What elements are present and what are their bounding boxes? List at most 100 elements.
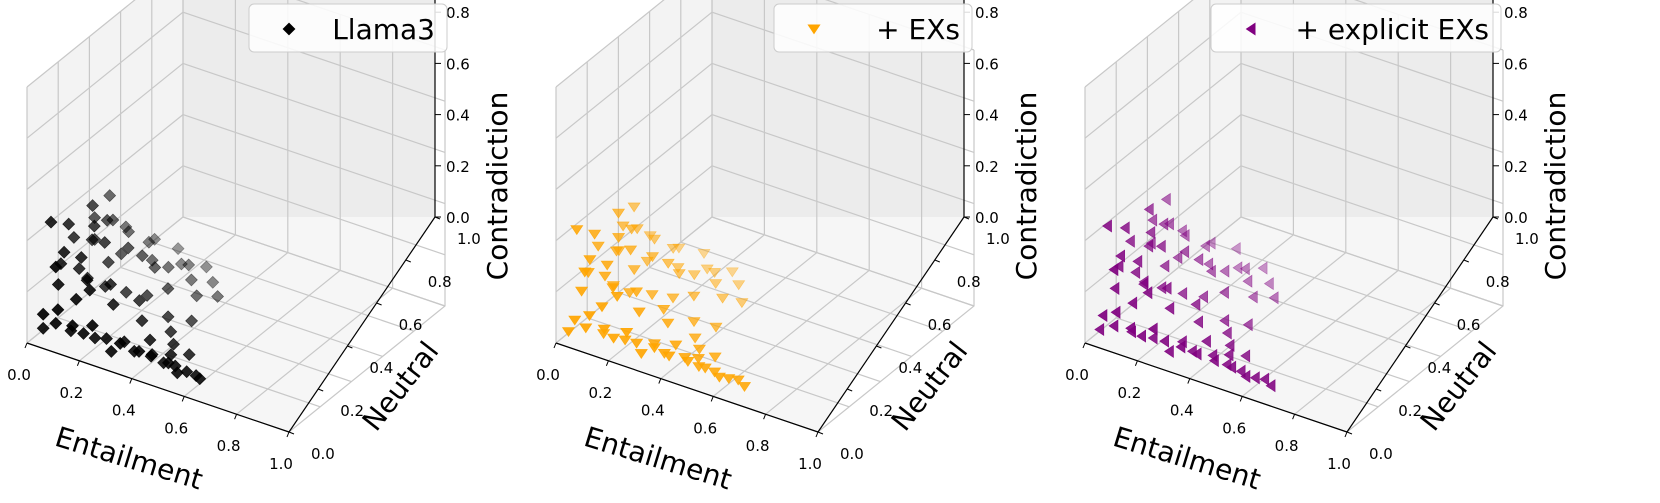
data-point bbox=[1119, 221, 1130, 235]
data-point bbox=[1193, 315, 1203, 329]
y-tick-label: 0.8 bbox=[428, 273, 452, 291]
data-point bbox=[185, 314, 199, 328]
back-pane bbox=[183, 0, 435, 217]
y-tick-label: 1.0 bbox=[986, 230, 1010, 248]
z-tick-label: 0.2 bbox=[446, 158, 470, 176]
y-tick bbox=[876, 345, 882, 349]
data-point bbox=[629, 287, 644, 298]
x-axis-line bbox=[1084, 342, 1348, 433]
data-point bbox=[164, 348, 178, 362]
data-point bbox=[643, 231, 657, 242]
data-point bbox=[113, 336, 127, 350]
data-point bbox=[36, 307, 50, 321]
data-point bbox=[645, 252, 660, 263]
back-pane bbox=[1241, 0, 1493, 217]
data-point bbox=[119, 285, 133, 299]
y-tick-label: 0.4 bbox=[898, 359, 922, 377]
data-point bbox=[1145, 225, 1156, 240]
data-point bbox=[597, 324, 611, 335]
data-point bbox=[1200, 239, 1210, 253]
y-tick bbox=[1492, 216, 1499, 220]
data-point bbox=[1097, 308, 1108, 323]
y-tick-label: 0.0 bbox=[311, 445, 335, 463]
z-tick-label: 0.8 bbox=[975, 4, 999, 22]
data-point bbox=[174, 257, 188, 271]
data-point bbox=[607, 333, 621, 344]
data-point bbox=[88, 211, 102, 225]
data-point bbox=[666, 244, 680, 254]
back-pane bbox=[712, 0, 964, 217]
y-axis-line bbox=[817, 216, 965, 433]
data-point bbox=[190, 289, 204, 303]
data-point bbox=[161, 282, 175, 296]
y-axis-line bbox=[288, 216, 436, 433]
y-tick bbox=[1405, 345, 1411, 349]
data-point bbox=[1159, 259, 1170, 273]
data-point bbox=[144, 349, 158, 363]
x-tick bbox=[1239, 396, 1243, 402]
data-point bbox=[1160, 192, 1171, 206]
legend-label: + explicit EXs bbox=[1295, 13, 1489, 46]
data-point bbox=[100, 213, 114, 227]
data-point bbox=[570, 225, 584, 236]
legend-label: Llama3 bbox=[332, 13, 435, 46]
grid-line bbox=[57, 61, 321, 408]
data-point bbox=[1268, 291, 1279, 305]
data-point bbox=[74, 251, 88, 264]
data-point bbox=[1198, 290, 1208, 304]
data-point bbox=[1232, 261, 1243, 275]
z-tick-label: 0.6 bbox=[975, 55, 999, 73]
x-tick-label: 0.2 bbox=[588, 384, 612, 402]
data-point bbox=[616, 221, 630, 232]
data-point bbox=[49, 316, 63, 330]
data-point bbox=[1145, 236, 1156, 250]
data-point bbox=[1205, 236, 1216, 250]
y-tick bbox=[1463, 259, 1469, 263]
data-point bbox=[1094, 322, 1105, 337]
data-point bbox=[1175, 340, 1186, 354]
y-tick bbox=[376, 302, 382, 306]
data-point bbox=[700, 264, 714, 275]
data-point bbox=[722, 374, 736, 385]
data-point bbox=[671, 263, 685, 274]
x-tick bbox=[710, 396, 714, 402]
data-point bbox=[647, 343, 661, 354]
data-point bbox=[161, 310, 175, 324]
legend-box bbox=[773, 3, 973, 53]
data-point bbox=[193, 372, 207, 386]
data-point bbox=[1265, 379, 1276, 393]
x-tick-label: 0.8 bbox=[217, 437, 241, 455]
data-point bbox=[199, 260, 213, 274]
data-point bbox=[1172, 251, 1183, 265]
x-tick-label: 0.0 bbox=[7, 366, 31, 384]
z-tick-label: 0.8 bbox=[1504, 4, 1528, 22]
data-point bbox=[561, 327, 576, 338]
z-axis-label: Contradiction bbox=[1010, 92, 1043, 281]
y-tick bbox=[347, 345, 353, 349]
y-tick-label: 0.4 bbox=[1427, 359, 1451, 377]
data-point bbox=[1147, 322, 1158, 336]
y-tick bbox=[1346, 431, 1353, 435]
x-tick bbox=[181, 396, 185, 402]
data-point bbox=[140, 289, 154, 302]
y-tick bbox=[847, 388, 853, 392]
data-point bbox=[612, 246, 626, 257]
data-point bbox=[211, 290, 225, 303]
data-point bbox=[624, 245, 638, 256]
data-point bbox=[735, 298, 749, 309]
data-point bbox=[1161, 281, 1172, 295]
z-tick-label: 0.0 bbox=[975, 209, 999, 227]
y-tick bbox=[905, 302, 911, 306]
x-tick bbox=[1082, 342, 1086, 349]
data-point bbox=[672, 243, 686, 254]
data-point bbox=[575, 286, 589, 297]
grid-line bbox=[1115, 61, 1379, 408]
data-point bbox=[103, 189, 117, 203]
data-point bbox=[88, 331, 102, 345]
x-tick-label: 1.0 bbox=[798, 455, 822, 473]
data-point bbox=[618, 335, 632, 346]
data-point bbox=[100, 332, 113, 346]
legend-label: + EXs bbox=[876, 13, 960, 46]
y-tick-label: 0.0 bbox=[840, 445, 864, 463]
